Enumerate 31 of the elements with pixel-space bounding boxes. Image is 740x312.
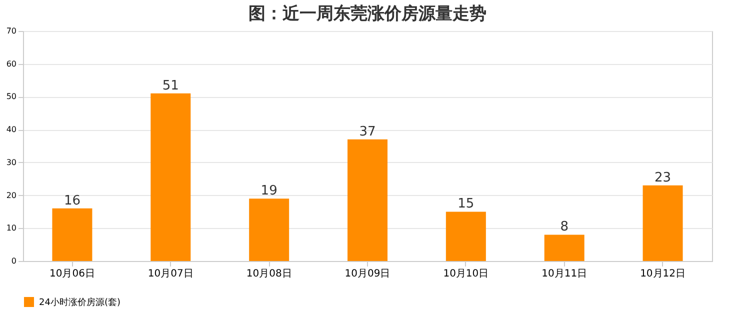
data-label: 8 xyxy=(560,220,568,235)
y-tick-label: 40 xyxy=(6,125,16,134)
y-tick-label: 70 xyxy=(6,26,16,36)
legend-label: 24小时涨价房源(套) xyxy=(39,297,120,308)
x-tick-label: 10月06日 xyxy=(49,268,95,280)
data-label: 15 xyxy=(458,196,474,212)
bar xyxy=(150,93,191,261)
data-label: 23 xyxy=(654,170,672,186)
bar xyxy=(52,208,92,261)
x-tick-label: 10月07日 xyxy=(148,268,194,280)
y-tick-label: 20 xyxy=(6,190,16,200)
y-tick-label: 10 xyxy=(6,224,16,233)
bar xyxy=(446,212,486,261)
data-label: 16 xyxy=(64,193,80,208)
data-label: 19 xyxy=(260,184,278,199)
x-tick-label: 10月12日 xyxy=(640,268,686,280)
data-label: 51 xyxy=(162,78,179,94)
y-tick-label: 60 xyxy=(6,59,16,68)
bar xyxy=(642,185,683,261)
y-tick-label: 30 xyxy=(6,158,16,167)
y-tick-label: 0 xyxy=(11,256,16,266)
chart-title: 图：近一周东莞涨价房源量走势 xyxy=(248,4,486,24)
data-label: 37 xyxy=(359,124,376,140)
bar xyxy=(249,198,290,261)
y-tick-label: 50 xyxy=(6,92,16,102)
x-tick-label: 10月10日 xyxy=(443,268,489,280)
bar xyxy=(544,234,584,261)
x-tick-label: 10月11日 xyxy=(542,268,588,280)
x-tick-label: 10月08日 xyxy=(246,268,292,280)
x-tick-label: 10月09日 xyxy=(344,268,390,280)
bar xyxy=(348,139,388,261)
